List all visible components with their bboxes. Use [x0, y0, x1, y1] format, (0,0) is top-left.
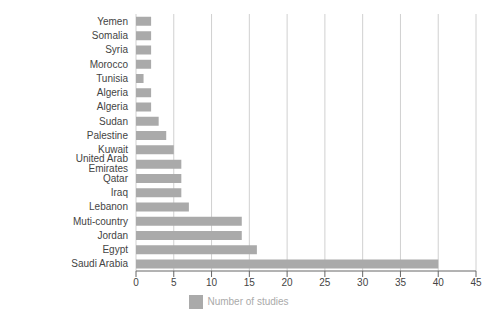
- svg-text:Kuwait: Kuwait: [98, 144, 128, 155]
- svg-text:Saudi Arabia: Saudi Arabia: [71, 258, 128, 269]
- svg-text:10: 10: [206, 277, 218, 288]
- svg-text:Sudan: Sudan: [99, 116, 128, 127]
- svg-text:United ArabEmirates: United ArabEmirates: [76, 153, 129, 174]
- svg-text:0: 0: [133, 277, 139, 288]
- svg-text:40: 40: [433, 277, 445, 288]
- svg-text:Qatar: Qatar: [103, 172, 128, 184]
- svg-text:Muti-country: Muti-country: [73, 216, 128, 227]
- svg-text:Syria: Syria: [105, 44, 128, 55]
- svg-text:Jordan: Jordan: [97, 230, 128, 241]
- svg-text:Palestine: Palestine: [87, 130, 129, 141]
- svg-text:Yemen: Yemen: [97, 16, 128, 27]
- svg-text:Somalia: Somalia: [92, 30, 129, 41]
- svg-text:30: 30: [357, 277, 369, 288]
- svg-text:Morocco: Morocco: [90, 59, 129, 70]
- svg-text:Algeria: Algeria: [97, 101, 129, 112]
- svg-text:45: 45: [470, 277, 482, 288]
- svg-text:Tunisia: Tunisia: [96, 73, 128, 84]
- svg-text:Lebanon: Lebanon: [89, 201, 128, 212]
- svg-text:Egypt: Egypt: [102, 244, 128, 255]
- svg-text:15: 15: [244, 277, 256, 288]
- svg-text:5: 5: [171, 277, 177, 288]
- svg-text:Algeria: Algeria: [97, 87, 129, 98]
- svg-text:20: 20: [282, 277, 294, 288]
- svg-text:35: 35: [395, 277, 407, 288]
- svg-text:25: 25: [319, 277, 331, 288]
- html-text:Number of studies: Number of studies: [207, 295, 289, 307]
- svg-text:Iraq: Iraq: [111, 187, 128, 198]
